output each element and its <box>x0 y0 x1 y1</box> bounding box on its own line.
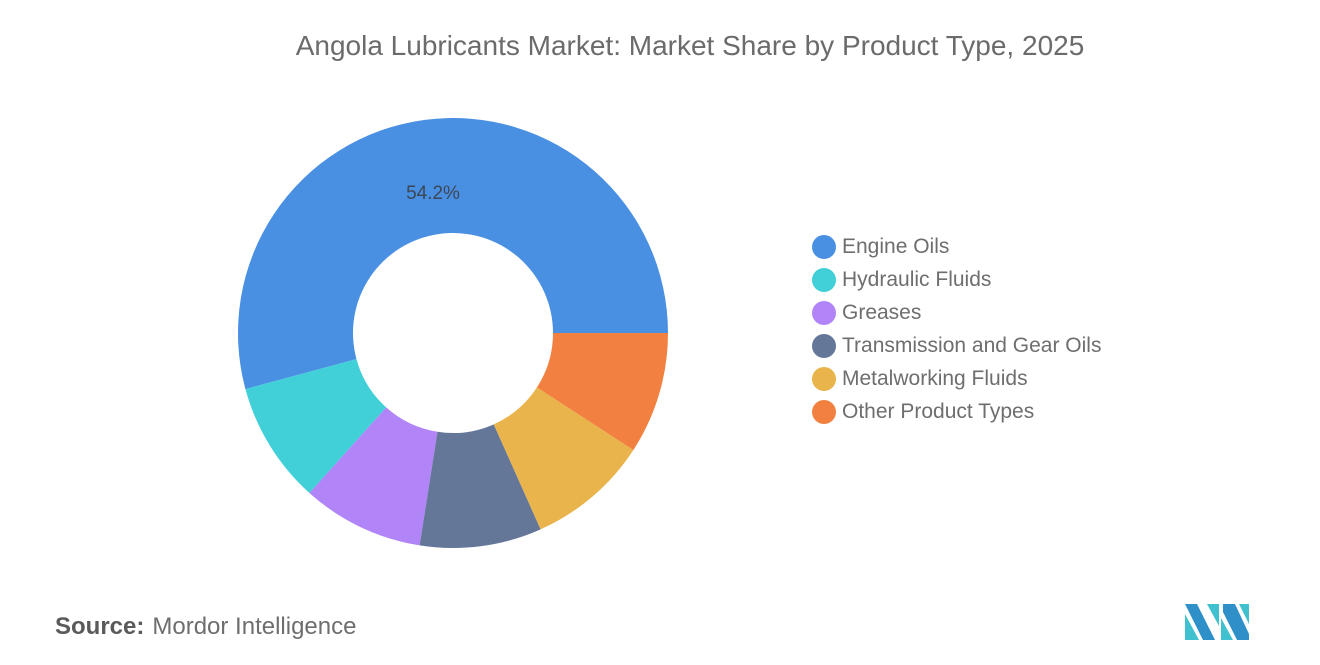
legend-swatch-icon <box>812 366 836 391</box>
slice-transmission-and-gear-oils <box>419 424 541 548</box>
slice-other-product-types <box>536 333 668 451</box>
legend-label: Other Product Types <box>842 399 1035 423</box>
chart-title: Angola Lubricants Market: Market Share b… <box>295 30 1085 61</box>
slice-greases <box>309 407 438 546</box>
legend-swatch-icon <box>812 300 836 325</box>
legend-swatch-icon <box>812 267 836 292</box>
legend-item: Transmission and Gear Oils <box>812 329 1101 362</box>
legend-swatch-icon <box>812 333 836 358</box>
source-value: Mordor Intelligence <box>152 613 357 640</box>
slice-engine-oils <box>237 117 669 390</box>
mordor-intelligence-logo-icon <box>1185 604 1249 640</box>
legend-label: Transmission and Gear Oils <box>842 333 1102 357</box>
legend-label: Metalworking Fluids <box>842 366 1028 390</box>
legend: Engine Oils Hydraulic Fluids Greases Transm… <box>812 230 1101 428</box>
legend-item: Metalworking Fluids <box>812 362 1101 395</box>
legend-label: Hydraulic Fluids <box>842 267 992 291</box>
legend-swatch-icon <box>812 234 836 259</box>
slice-metalworking-fluids <box>493 387 634 530</box>
legend-item: Hydraulic Fluids <box>812 263 1101 296</box>
data-label: 54.2% <box>406 183 460 204</box>
legend-label: Greases <box>842 300 922 324</box>
legend-item: Greases <box>812 296 1101 329</box>
source-label: Source: <box>55 613 145 640</box>
legend-label: Engine Oils <box>842 234 950 258</box>
legend-item: Other Product Types <box>812 395 1101 428</box>
legend-swatch-icon <box>812 399 836 424</box>
legend-item: Engine Oils <box>812 230 1101 263</box>
source-note: Source: Mordor Intelligence <box>55 613 356 641</box>
slice-hydraulic-fluids <box>245 359 387 494</box>
